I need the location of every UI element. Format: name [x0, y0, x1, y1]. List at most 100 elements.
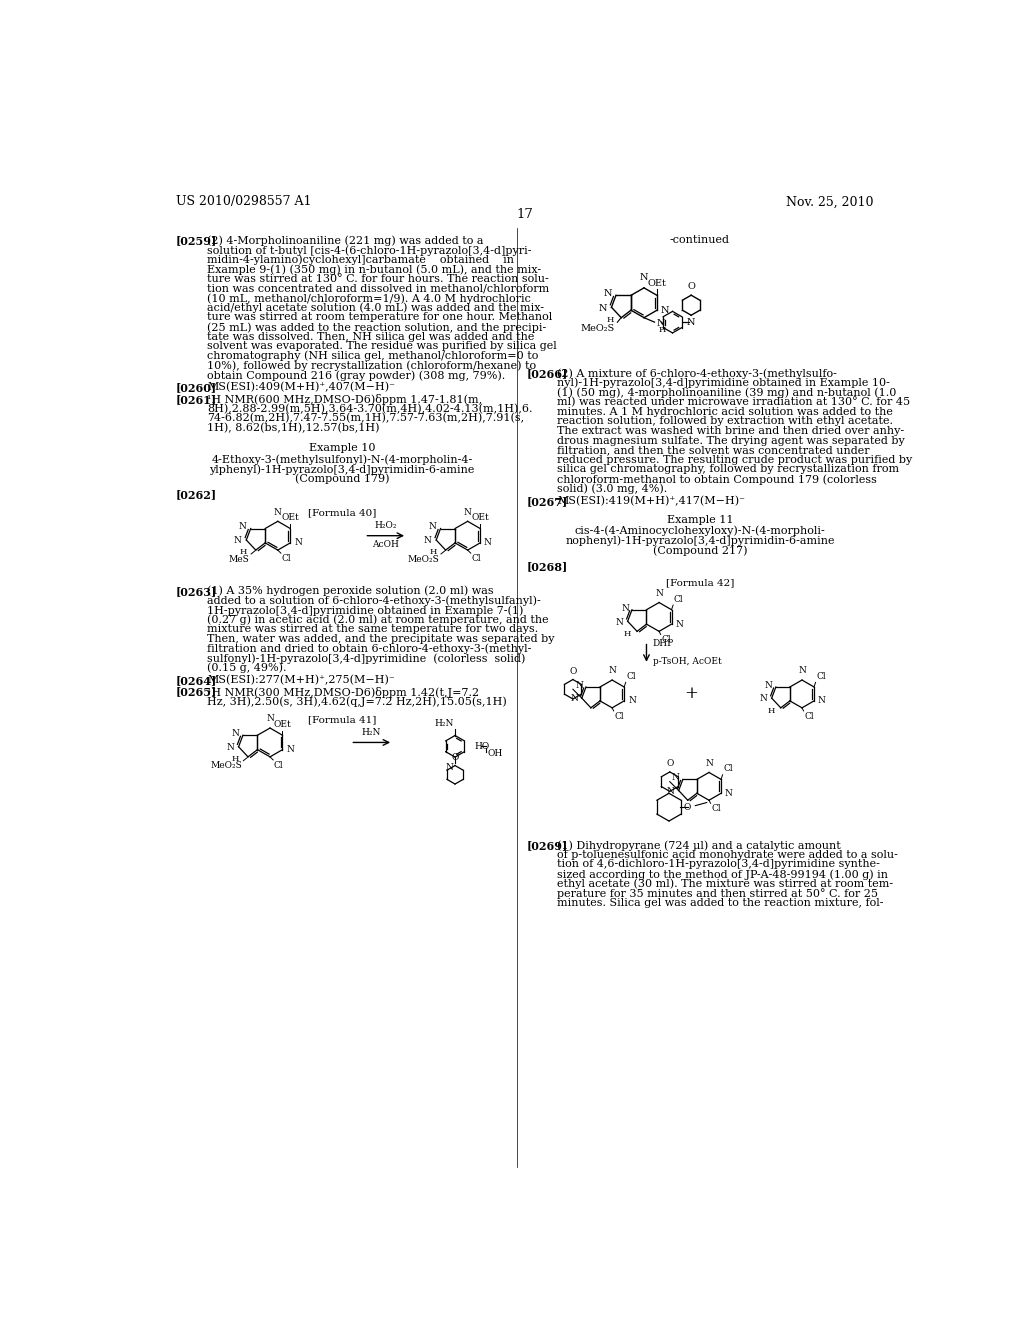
Text: Example 10: Example 10: [308, 444, 375, 453]
Text: minutes. Silica gel was added to the reaction mixture, fol-: minutes. Silica gel was added to the rea…: [557, 898, 884, 908]
Text: OEt: OEt: [647, 279, 667, 288]
Text: N: N: [429, 523, 436, 532]
Text: Nov. 25, 2010: Nov. 25, 2010: [786, 195, 873, 209]
Text: N: N: [628, 697, 636, 705]
Text: chromatography (NH silica gel, methanol/chloroform=0 to: chromatography (NH silica gel, methanol/…: [207, 351, 539, 362]
Text: (0.27 g) in acetic acid (2.0 ml) at room temperature, and the: (0.27 g) in acetic acid (2.0 ml) at room…: [207, 615, 549, 626]
Text: N: N: [655, 589, 663, 598]
Text: OEt: OEt: [273, 721, 292, 729]
Text: chloroform-methanol to obtain Compound 179 (colorless: chloroform-methanol to obtain Compound 1…: [557, 474, 878, 484]
Text: solution of t-butyl [cis-4-(6-chloro-1H-pyrazolo[3,4-d]pyri-: solution of t-butyl [cis-4-(6-chloro-1H-…: [207, 246, 531, 256]
Text: Cl: Cl: [614, 711, 624, 721]
Text: Cl: Cl: [804, 711, 814, 721]
Text: [0268]: [0268]: [526, 561, 567, 572]
Text: N: N: [233, 536, 242, 545]
Text: Example 9-(1) (350 mg) in n-butanol (5.0 mL), and the mix-: Example 9-(1) (350 mg) in n-butanol (5.0…: [207, 264, 541, 275]
Text: N: N: [608, 667, 616, 676]
Text: reaction solution, followed by extraction with ethyl acetate.: reaction solution, followed by extractio…: [557, 416, 893, 426]
Text: tion was concentrated and dissolved in methanol/chloroform: tion was concentrated and dissolved in m…: [207, 284, 549, 293]
Text: ethyl acetate (30 ml). The mixture was stirred at room tem-: ethyl acetate (30 ml). The mixture was s…: [557, 879, 894, 890]
Text: 17: 17: [516, 209, 534, 222]
Text: N: N: [818, 697, 825, 705]
Text: 1H), 8.62(bs,1H),12.57(bs,1H): 1H), 8.62(bs,1H),12.57(bs,1H): [207, 422, 380, 433]
Text: N: N: [615, 618, 624, 627]
Text: N: N: [570, 694, 578, 704]
Text: perature for 35 minutes and then stirred at 50° C. for 25: perature for 35 minutes and then stirred…: [557, 888, 879, 899]
Text: ture was stirred at room temperature for one hour. Methanol: ture was stirred at room temperature for…: [207, 313, 552, 322]
Text: [0262]: [0262]: [176, 490, 217, 500]
Text: H: H: [624, 631, 631, 639]
Text: Cl: Cl: [282, 554, 291, 562]
Text: midin-4-ylamino)cyclohexyl]carbamate    obtained    in: midin-4-ylamino)cyclohexyl]carbamate obt…: [207, 255, 514, 265]
Text: [Formula 41]: [Formula 41]: [308, 715, 376, 725]
Text: sized according to the method of JP-A-48-99194 (1.00 g) in: sized according to the method of JP-A-48…: [557, 869, 889, 879]
Text: DHP: DHP: [652, 639, 674, 648]
Text: H: H: [429, 549, 437, 557]
Text: nyl)-1H-pyrazolo[3,4-d]pyrimidine obtained in Example 10-: nyl)-1H-pyrazolo[3,4-d]pyrimidine obtain…: [557, 378, 890, 388]
Text: filtration, and then the solvent was concentrated under: filtration, and then the solvent was con…: [557, 445, 870, 455]
Text: HO: HO: [474, 742, 489, 751]
Text: OEt: OEt: [282, 513, 299, 523]
Text: (2) A mixture of 6-chloro-4-ethoxy-3-(methylsulfo-: (2) A mixture of 6-chloro-4-ethoxy-3-(me…: [557, 368, 838, 379]
Text: (25 mL) was added to the reaction solution, and the precipi-: (25 mL) was added to the reaction soluti…: [207, 322, 546, 333]
Text: [0261]: [0261]: [176, 395, 217, 405]
Text: [0265]: [0265]: [176, 686, 217, 697]
Text: (Compound 217): (Compound 217): [652, 545, 748, 556]
Text: tion of 4,6-dichloro-1H-pyrazolo[3,4-d]pyrimidine synthe-: tion of 4,6-dichloro-1H-pyrazolo[3,4-d]p…: [557, 859, 881, 870]
Text: minutes. A 1 M hydrochloric acid solution was added to the: minutes. A 1 M hydrochloric acid solutio…: [557, 407, 893, 417]
Text: tate was dissolved. Then, NH silica gel was added and the: tate was dissolved. Then, NH silica gel …: [207, 331, 535, 342]
Text: [0263]: [0263]: [176, 586, 217, 597]
Text: N: N: [445, 763, 454, 772]
Text: (0.15 g, 49%).: (0.15 g, 49%).: [207, 663, 287, 673]
Text: H: H: [606, 317, 613, 325]
Text: Cl: Cl: [627, 672, 636, 681]
Text: N: N: [266, 714, 274, 723]
Text: [0266]: [0266]: [526, 368, 567, 379]
Text: US 2010/0298557 A1: US 2010/0298557 A1: [176, 195, 311, 209]
Text: OEt: OEt: [471, 513, 489, 523]
Text: ylphenyl)-1H-pyrazolo[3,4-d]pyrimidin-6-amine: ylphenyl)-1H-pyrazolo[3,4-d]pyrimidin-6-…: [209, 465, 474, 475]
Text: N: N: [706, 759, 713, 768]
Text: (10 mL, methanol/chloroform=1/9). A 4.0 M hydrochloric: (10 mL, methanol/chloroform=1/9). A 4.0 …: [207, 293, 530, 304]
Text: (Compound 179): (Compound 179): [295, 474, 389, 484]
Text: [0267]: [0267]: [526, 496, 567, 507]
Text: H: H: [658, 326, 666, 334]
Text: drous magnesium sulfate. The drying agent was separated by: drous magnesium sulfate. The drying agen…: [557, 436, 905, 446]
Text: N: N: [672, 774, 680, 783]
Text: p-TsOH, AcOEt: p-TsOH, AcOEt: [652, 657, 722, 667]
Text: 10%), followed by recrystallization (chloroform/hexane) to: 10%), followed by recrystallization (chl…: [207, 360, 537, 371]
Text: MS(ESI):419(M+H)⁺,417(M−H)⁻: MS(ESI):419(M+H)⁺,417(M−H)⁻: [557, 496, 745, 506]
Text: N: N: [640, 273, 648, 282]
Text: OH: OH: [487, 748, 503, 758]
Text: solid) (3.0 mg, 4%).: solid) (3.0 mg, 4%).: [557, 483, 668, 494]
Text: N: N: [598, 304, 607, 313]
Text: N: N: [760, 694, 768, 704]
Text: The extract was washed with brine and then dried over anhy-: The extract was washed with brine and th…: [557, 426, 904, 436]
Text: H: H: [767, 708, 774, 715]
Text: solvent was evaporated. The residue was purified by silica gel: solvent was evaporated. The residue was …: [207, 342, 557, 351]
Text: H: H: [231, 755, 240, 763]
Text: [0269]: [0269]: [526, 841, 567, 851]
Text: MS(ESI):277(M+H)⁺,275(M−H)⁻: MS(ESI):277(M+H)⁺,275(M−H)⁻: [207, 675, 395, 685]
Text: N: N: [424, 536, 431, 545]
Text: N: N: [660, 306, 670, 314]
Text: N: N: [765, 681, 773, 690]
Text: Cl: Cl: [674, 594, 683, 603]
Text: N: N: [273, 508, 282, 516]
Text: sulfonyl)-1H-pyrazolo[3,4-d]pyrimidine  (colorless  solid): sulfonyl)-1H-pyrazolo[3,4-d]pyrimidine (…: [207, 653, 525, 664]
Text: nophenyl)-1H-pyrazolo[3,4-d]pyrimidin-6-amine: nophenyl)-1H-pyrazolo[3,4-d]pyrimidin-6-…: [565, 536, 835, 546]
Text: Hz, 3H),2.50(s, 3H),4.62(q,J=7.2 Hz,2H),15.05(s,1H): Hz, 3H),2.50(s, 3H),4.62(q,J=7.2 Hz,2H),…: [207, 696, 507, 706]
Text: Cl: Cl: [723, 764, 733, 774]
Text: [Formula 42]: [Formula 42]: [666, 578, 734, 587]
Text: H: H: [240, 549, 247, 557]
Text: 4-Ethoxy-3-(methylsulfonyl)-N-(4-morpholin-4-: 4-Ethoxy-3-(methylsulfonyl)-N-(4-morphol…: [211, 454, 472, 465]
Text: MS(ESI):409(M+H)⁺,407(M−H)⁻: MS(ESI):409(M+H)⁺,407(M−H)⁻: [207, 381, 395, 392]
Text: N: N: [725, 789, 733, 797]
Text: [0260]: [0260]: [176, 381, 217, 393]
Text: Cl: Cl: [712, 804, 721, 813]
Text: Then, water was added, and the precipitate was separated by: Then, water was added, and the precipita…: [207, 634, 555, 644]
Text: MeS: MeS: [228, 554, 250, 564]
Text: Cl: Cl: [662, 635, 671, 644]
Text: N: N: [226, 743, 233, 752]
Text: N: N: [484, 539, 492, 548]
